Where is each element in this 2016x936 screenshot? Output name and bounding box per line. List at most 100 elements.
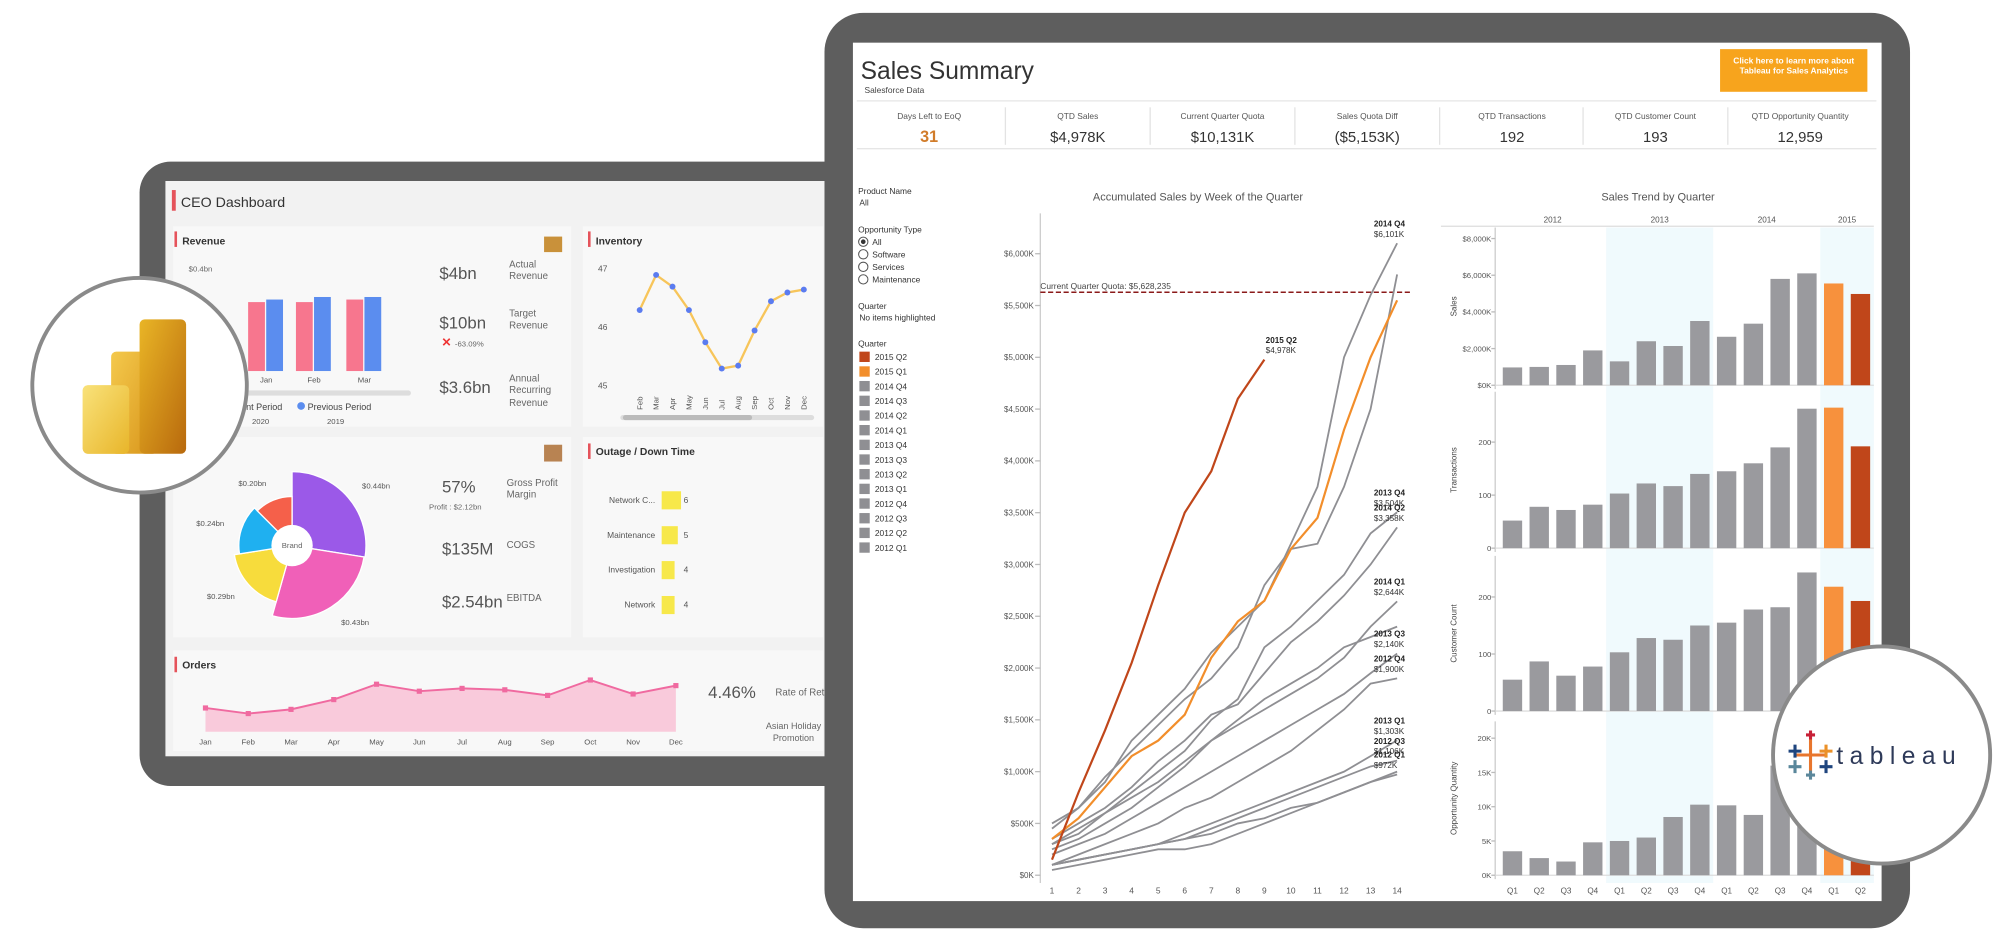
bar (661, 491, 682, 510)
radio-label[interactable]: Services (872, 262, 904, 272)
x-tick-label: Oct (584, 738, 597, 747)
legend-label: 2015 Q2 (875, 352, 908, 362)
y-tick-label: $3,000K (1004, 560, 1034, 569)
line (205, 678, 677, 715)
x-tick-label: Jan (199, 738, 211, 747)
radio[interactable] (858, 261, 869, 273)
filter-value: All (859, 198, 868, 208)
bar (661, 595, 675, 615)
end-label-value: $972K (1374, 761, 1398, 770)
kpi-label: EBITDA (507, 592, 542, 604)
x-tick-label: 8 (1235, 885, 1240, 895)
x-tick-label: 3 (1103, 885, 1108, 895)
bar (1529, 366, 1549, 386)
x-tick-label: Q2 (1855, 886, 1866, 895)
bar (1824, 407, 1844, 549)
bar (1556, 509, 1576, 549)
y-tick-label: 46 (598, 322, 608, 332)
kpi-label: QTD Customer Count (1615, 111, 1697, 121)
line (1051, 677, 1398, 866)
button[interactable] (1720, 49, 1868, 92)
bar (1690, 320, 1710, 386)
x-tick-label: 6 (1182, 885, 1187, 895)
cross (1788, 744, 1802, 758)
x-tick-label: Q3 (1561, 886, 1572, 895)
kpi-value: 192 (1500, 130, 1525, 146)
bar (1502, 520, 1523, 549)
kpi-label: Gross Profit Margin (507, 477, 558, 501)
filter-label: Opportunity Type (858, 225, 922, 235)
cross (1819, 744, 1833, 758)
bar (1636, 483, 1656, 549)
icon (544, 236, 563, 253)
x-tick-label: Q2 (1748, 886, 1759, 895)
x-tick-label: Q3 (1775, 886, 1786, 895)
kpi-value: $3.6bn (439, 378, 490, 397)
bar (1583, 666, 1603, 712)
x-tick-label: 7 (1209, 885, 1214, 895)
legend-label: 2013 Q4 (875, 440, 908, 450)
subtitle: Salesforce Data (865, 85, 925, 95)
y-tick-label: $5,500K (1004, 301, 1034, 310)
y-tick-label: 45 (598, 381, 608, 391)
end-label-name: 2012 Q3 (1374, 737, 1406, 746)
x-tick-label: Nov (626, 738, 640, 747)
marker (545, 692, 551, 698)
marker (673, 683, 679, 689)
x-tick-label: Jul (457, 738, 467, 747)
legend-swatch (859, 513, 870, 524)
x-tick-label: Q4 (1802, 886, 1813, 895)
x-tick-label: 1 (1050, 885, 1055, 895)
data-label: $0.43bn (341, 618, 369, 627)
chart-title: Sales Trend by Quarter (1601, 191, 1715, 203)
y-tick-label: $0K (1478, 381, 1493, 390)
x-tick-label: Q1 (1507, 886, 1518, 895)
y-tick-label: 100 (1478, 491, 1491, 500)
y-tick-label: 200 (1478, 593, 1491, 602)
year-label: 2013 (1651, 215, 1670, 224)
radio[interactable] (858, 274, 869, 285)
bar (1609, 493, 1630, 549)
marker (768, 298, 774, 305)
data-label: $0.24bn (196, 519, 224, 528)
y-tick-label: 47 (598, 264, 608, 274)
bar (1636, 837, 1656, 876)
category-label: Network C... (609, 495, 655, 505)
y-tick-label: $8,000K (1462, 234, 1492, 243)
legend-label: 2012 Q2 (875, 528, 908, 538)
bar (1743, 609, 1764, 712)
scroll-thumb (622, 414, 753, 421)
accent (588, 231, 591, 247)
x-tick-label: Jul (717, 400, 726, 410)
bar (1797, 408, 1817, 549)
radio-label[interactable]: Maintenance (872, 275, 920, 285)
y-tick-label: $0.4bn (189, 264, 213, 273)
kpi-label: Actual Revenue (509, 258, 548, 283)
bar (661, 526, 678, 545)
axis-label: Customer Count (1449, 604, 1458, 663)
end-label-name: 2013 Q4 (1374, 488, 1406, 497)
x-tick-label: Sep (750, 396, 759, 410)
legend-dot (297, 402, 305, 410)
radio-dot (860, 239, 866, 245)
line (1051, 652, 1398, 856)
logo-bar (82, 385, 130, 454)
bar (266, 299, 284, 372)
radio-label[interactable]: Software (872, 250, 905, 260)
filter-label: Quarter (858, 301, 887, 311)
radio[interactable] (858, 249, 869, 260)
kpi-label: Sales Quota Diff (1337, 111, 1399, 121)
x-tick-label: Q1 (1721, 886, 1732, 895)
radio-label[interactable]: All (872, 237, 881, 247)
y-tick-label: $4,500K (1004, 405, 1034, 414)
end-label-name: 2013 Q3 (1374, 630, 1406, 639)
cross (1795, 739, 1827, 771)
kpi-label: Actual Revenue (509, 258, 548, 283)
marker (288, 706, 294, 712)
y-tick-label: 0 (1487, 544, 1491, 553)
bar (1583, 842, 1603, 876)
button-label[interactable]: Click here to learn more about Tableau f… (1733, 56, 1855, 77)
legend-swatch (859, 395, 870, 407)
y-tick-label: 100 (1478, 650, 1491, 659)
panel-title: Revenue (182, 236, 225, 247)
